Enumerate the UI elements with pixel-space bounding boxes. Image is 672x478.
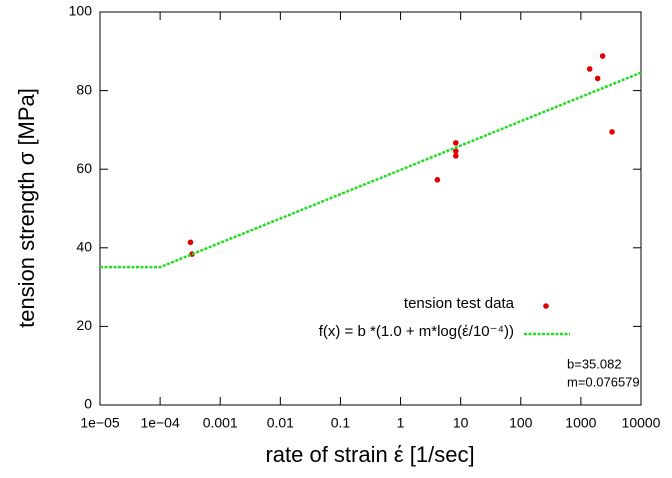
legend-marker: [543, 303, 549, 309]
x-tick-label: 0.01: [267, 415, 294, 431]
data-point: [453, 153, 459, 159]
x-tick-label: 1e−04: [140, 415, 180, 431]
x-axis-label: rate of strain έ [1/sec]: [265, 442, 474, 467]
plot-frame: [99, 11, 642, 406]
x-tick-label: 100: [509, 415, 533, 431]
x-tick-label: 1000: [565, 415, 596, 431]
x-tick-label: 1e−05: [80, 415, 120, 431]
data-point: [453, 148, 459, 154]
x-tick-label: 0.001: [203, 415, 238, 431]
data-point: [609, 129, 615, 135]
legend-label: f(x) = b *(1.0 + m*log(έ/10⁻⁴)): [319, 323, 514, 340]
x-tick-label: 1: [397, 415, 405, 431]
fit-line: [100, 71, 642, 269]
y-tick-label: 20: [76, 317, 92, 333]
x-tick-label: 0.1: [331, 415, 351, 431]
legend-label: tension test data: [404, 295, 515, 312]
x-tick-label: 10000: [622, 415, 661, 431]
data-point: [453, 140, 459, 146]
data-point: [187, 239, 194, 246]
data-point: [599, 53, 606, 59]
y-tick-label: 0: [84, 396, 92, 412]
data-point: [434, 177, 441, 183]
x-tick-label: 10: [453, 415, 469, 431]
annotation: b=35.082: [567, 356, 622, 371]
data-point: [594, 75, 601, 82]
y-tick-label: 80: [76, 81, 92, 97]
data-point: [586, 66, 593, 72]
y-tick-label: 40: [76, 239, 92, 255]
y-tick-label: 100: [69, 3, 93, 19]
y-axis-label: tension strength σ [MPa]: [14, 88, 39, 328]
y-tick-label: 60: [76, 160, 92, 176]
annotation: m=0.076579: [567, 374, 640, 389]
